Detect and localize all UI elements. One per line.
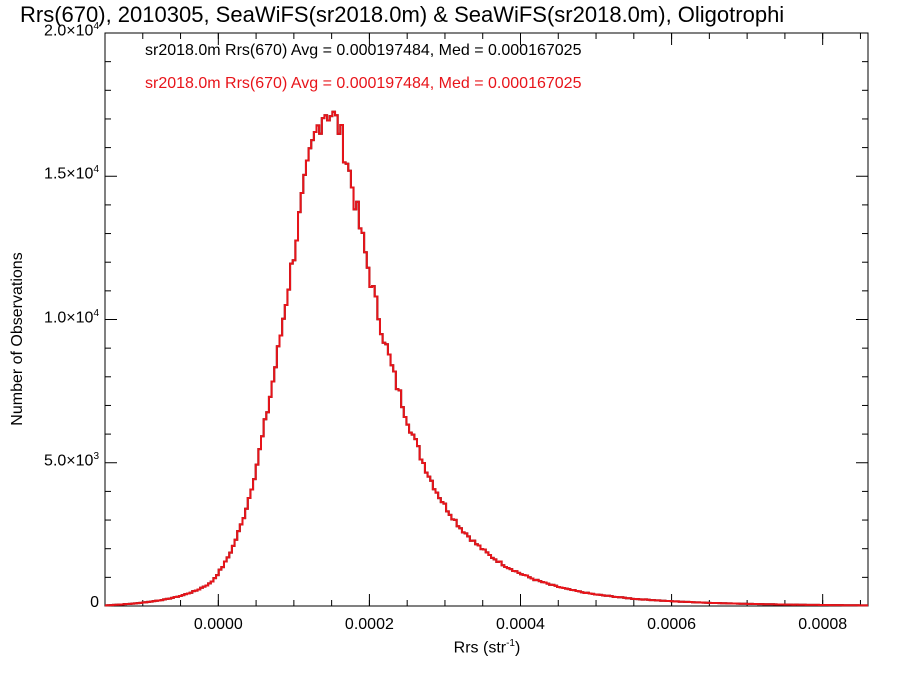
x-tick-label: 0.0004 <box>496 616 545 633</box>
histogram-line-red <box>105 110 868 607</box>
x-axis-label: Rrs (str-1) <box>453 638 521 657</box>
axis-ticks <box>104 32 868 607</box>
x-tick-label: 0.0002 <box>344 616 394 633</box>
plot-frame <box>104 32 869 607</box>
annotation-black: sr2018.0m Rrs(670) Avg = 0.000197484, Me… <box>145 42 582 59</box>
x-tick-label: 0.0008 <box>798 616 848 633</box>
x-tick-label: 0.0006 <box>647 616 697 633</box>
y-tick-label: 5.0×103 <box>44 450 99 470</box>
annotation-red: sr2018.0m Rrs(670) Avg = 0.000197484, Me… <box>145 75 582 92</box>
y-tick-label: 1.5×104 <box>44 164 99 183</box>
y-tick-label: 2.0×104 <box>44 21 99 40</box>
y-tick-label: 1.0×104 <box>44 307 99 326</box>
chart-title: Rrs(670), 2010305, SeaWiFS(sr2018.0m) & … <box>20 2 785 27</box>
y-tick-label: 0 <box>90 594 99 611</box>
histogram-line-black <box>105 110 868 607</box>
x-tick-label: 0.0000 <box>193 616 243 633</box>
